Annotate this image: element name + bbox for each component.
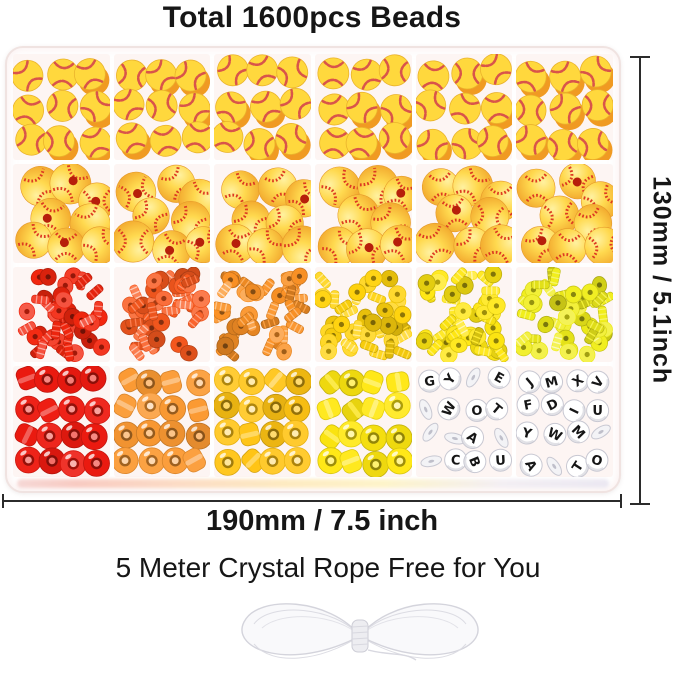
bead-compartment-r4c2 — [113, 366, 211, 477]
bead-cluster: J M X VF D I UY W MA T O — [516, 369, 612, 477]
svg-text:U: U — [593, 404, 604, 419]
bead-cluster — [415, 54, 513, 160]
svg-text:W: W — [545, 425, 564, 445]
bead-compartment-r2c6 — [516, 164, 613, 263]
bead-cluster: G Y EW O TAC B U — [417, 366, 512, 474]
bead-compartment-r3c1 — [13, 267, 110, 362]
svg-text:I: I — [568, 406, 584, 417]
bead-compartment-r3c6 — [516, 267, 613, 362]
bead-cluster — [317, 54, 412, 160]
bead-compartment-r1c1 — [13, 54, 110, 160]
bead-cluster — [215, 167, 311, 263]
bead-compartment-r2c3 — [214, 164, 311, 263]
bead-cluster — [415, 267, 509, 362]
bead-compartment-r4c1 — [13, 366, 110, 477]
bead-cluster — [317, 165, 412, 263]
bead-cluster — [516, 164, 613, 263]
bead-compartment-r3c3 — [214, 267, 311, 362]
bead-cluster — [113, 59, 211, 160]
height-dimension-line — [639, 56, 641, 505]
bead-cluster — [214, 267, 311, 362]
width-dimension-tick-right — [620, 494, 622, 508]
crystal-rope-image — [241, 603, 479, 661]
bead-cluster — [14, 366, 110, 477]
height-dimension-tick-bottom — [630, 503, 650, 505]
bead-compartment-r3c4 — [314, 267, 412, 362]
height-dimension-tick-top — [630, 56, 650, 58]
bead-compartment-r1c5 — [415, 54, 513, 160]
bead-compartment-r4c4 — [314, 366, 412, 477]
bead-compartment-r1c2 — [113, 54, 211, 160]
bead-compartment-r2c2 — [113, 164, 211, 263]
bead-compartment-r4c3 — [214, 366, 311, 477]
svg-text:Y: Y — [520, 425, 534, 442]
bead-cluster — [17, 267, 110, 362]
svg-text:G: G — [423, 374, 435, 390]
bead-cluster — [516, 55, 613, 160]
box-rim-reflection — [17, 479, 609, 488]
width-dimension-label: 190mm / 7.5 inch — [205, 505, 439, 537]
height-dimension-label: 130mm / 5.1inch — [647, 176, 676, 385]
bead-compartment-r1c4 — [314, 54, 412, 160]
bead-compartment-r3c5 — [415, 267, 513, 362]
bead-compartment-r3c2 — [113, 267, 211, 362]
bead-compartment-r1c3 — [214, 54, 311, 160]
svg-text:O: O — [590, 453, 604, 470]
bead-cluster — [113, 367, 211, 475]
bead-cluster — [113, 164, 211, 263]
svg-text:M: M — [544, 374, 560, 392]
bead-cluster — [316, 369, 412, 477]
bead-cluster — [415, 165, 513, 263]
svg-text:W: W — [439, 399, 459, 419]
bead-cluster — [516, 267, 613, 362]
bead-cluster — [314, 269, 412, 361]
freebie-text: 5 Meter Crystal Rope Free for You — [115, 552, 541, 583]
bead-compartment-r1c6 — [516, 54, 613, 160]
bead-cluster — [13, 58, 110, 160]
bead-compartment-r2c5 — [415, 164, 513, 263]
width-dimension-tick-left — [2, 494, 4, 508]
svg-text:U: U — [495, 453, 506, 469]
svg-text:F: F — [523, 397, 535, 413]
page-title: Total 1600pcs Beads — [162, 1, 462, 34]
bead-cluster — [119, 267, 211, 362]
bead-cluster — [214, 366, 311, 476]
svg-text:O: O — [471, 404, 483, 420]
bead-compartment-r2c1 — [13, 164, 110, 263]
bead-cluster — [214, 54, 311, 160]
width-dimension-line — [2, 500, 622, 502]
bead-cluster — [15, 164, 110, 263]
bead-compartment-r2c4 — [314, 164, 412, 263]
svg-text:C: C — [450, 453, 460, 468]
